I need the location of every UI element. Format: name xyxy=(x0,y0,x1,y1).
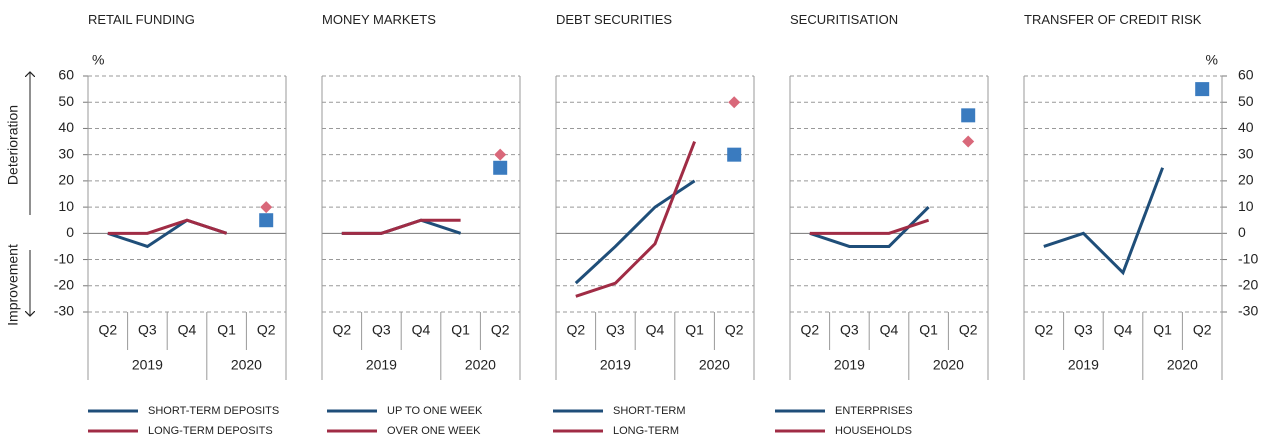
x-tick-label: Q1 xyxy=(685,322,704,338)
y-tick-label: 50 xyxy=(58,93,74,109)
marker-square xyxy=(259,213,274,228)
marker-diamond xyxy=(962,135,975,148)
x-group-label: 2020 xyxy=(933,357,964,373)
y-tick-label: -30 xyxy=(54,303,74,319)
x-tick-label: Q2 xyxy=(98,322,117,338)
marker-diamond xyxy=(260,201,273,214)
x-tick-label: Q1 xyxy=(451,322,470,338)
y-tick-label: -10 xyxy=(54,250,74,266)
x-tick-label: Q1 xyxy=(1153,322,1172,338)
marker-diamond xyxy=(728,96,741,109)
y-tick-label: -30 xyxy=(1238,303,1258,319)
x-tick-label: Q4 xyxy=(412,322,431,338)
x-tick-label: Q3 xyxy=(1074,322,1093,338)
series-line xyxy=(574,179,696,285)
y-tick-label: 50 xyxy=(1238,93,1254,109)
y-tick-label: 30 xyxy=(58,145,74,161)
series-line xyxy=(341,218,461,235)
axis-annotation: Improvement xyxy=(5,244,21,326)
marker-square xyxy=(961,108,976,123)
x-tick-label: Q3 xyxy=(138,322,157,338)
x-tick-label: Q2 xyxy=(491,322,510,338)
x-group-label: 2019 xyxy=(132,357,163,373)
axis-annotation: Deterioration xyxy=(5,105,21,185)
legend-label: LONG-TERM xyxy=(613,425,679,437)
y-tick-label: -10 xyxy=(1238,250,1258,266)
unit-label: % xyxy=(1206,52,1218,68)
series-line xyxy=(1043,167,1165,276)
x-tick-label: Q2 xyxy=(1193,322,1212,338)
x-tick-label: Q4 xyxy=(1114,322,1133,338)
legend-label: OVER ONE WEEK xyxy=(387,425,481,437)
y-tick-label: 10 xyxy=(58,198,74,214)
x-tick-label: Q2 xyxy=(566,322,585,338)
x-tick-label: Q3 xyxy=(606,322,625,338)
panel-title: SECURITISATION xyxy=(790,12,899,27)
panel-title: MONEY MARKETS xyxy=(322,12,436,27)
y-tick-label: -20 xyxy=(1238,276,1258,292)
panel-title: DEBT SECURITIES xyxy=(556,12,673,27)
y-tick-label: 40 xyxy=(58,119,74,135)
x-tick-label: Q3 xyxy=(372,322,391,338)
y-tick-label: 0 xyxy=(66,224,74,240)
y-tick-label: 60 xyxy=(58,67,74,83)
x-tick-label: Q1 xyxy=(919,322,938,338)
unit-label: % xyxy=(92,52,104,68)
legend-label: ENTERPRISES xyxy=(835,405,913,417)
y-tick-label: 10 xyxy=(1238,198,1254,214)
panel-title: RETAIL FUNDING xyxy=(88,12,195,27)
y-tick-label: 20 xyxy=(1238,172,1254,188)
x-group-label: 2020 xyxy=(1167,357,1198,373)
x-tick-label: Q3 xyxy=(840,322,859,338)
x-group-label: 2020 xyxy=(231,357,262,373)
y-tick-label: -20 xyxy=(54,276,74,292)
y-tick-label: 40 xyxy=(1238,119,1254,135)
panel-title: TRANSFER OF CREDIT RISK xyxy=(1024,12,1202,27)
x-tick-label: Q4 xyxy=(178,322,197,338)
y-tick-label: 60 xyxy=(1238,67,1254,83)
x-group-label: 2019 xyxy=(366,357,397,373)
series-line xyxy=(107,218,228,235)
marker-square xyxy=(727,147,742,162)
x-group-label: 2020 xyxy=(699,357,730,373)
x-tick-label: Q4 xyxy=(880,322,899,338)
x-tick-label: Q2 xyxy=(959,322,978,338)
y-tick-label: 20 xyxy=(58,172,74,188)
x-group-label: 2020 xyxy=(465,357,496,373)
x-group-label: 2019 xyxy=(1068,357,1099,373)
legend-label: UP TO ONE WEEK xyxy=(387,405,483,417)
legend-label: HOUSEHOLDS xyxy=(835,425,912,437)
marker-square xyxy=(1195,82,1210,97)
x-tick-label: Q1 xyxy=(217,322,236,338)
y-tick-label: 0 xyxy=(1238,224,1246,240)
legend-label: SHORT-TERM xyxy=(613,405,686,417)
x-tick-label: Q2 xyxy=(332,322,351,338)
legend-label: SHORT-TERM DEPOSITS xyxy=(148,405,279,417)
x-tick-label: Q4 xyxy=(646,322,665,338)
x-tick-label: Q2 xyxy=(800,322,819,338)
x-tick-label: Q2 xyxy=(725,322,744,338)
x-tick-label: Q2 xyxy=(257,322,276,338)
x-tick-label: Q2 xyxy=(1034,322,1053,338)
y-tick-label: 30 xyxy=(1238,145,1254,161)
series-line xyxy=(809,218,930,235)
series-line xyxy=(575,141,696,298)
x-group-label: 2019 xyxy=(834,357,865,373)
legend-label: LONG-TERM DEPOSITS xyxy=(148,425,273,437)
marker-diamond xyxy=(494,148,507,161)
x-group-label: 2019 xyxy=(600,357,631,373)
marker-square xyxy=(493,160,508,175)
